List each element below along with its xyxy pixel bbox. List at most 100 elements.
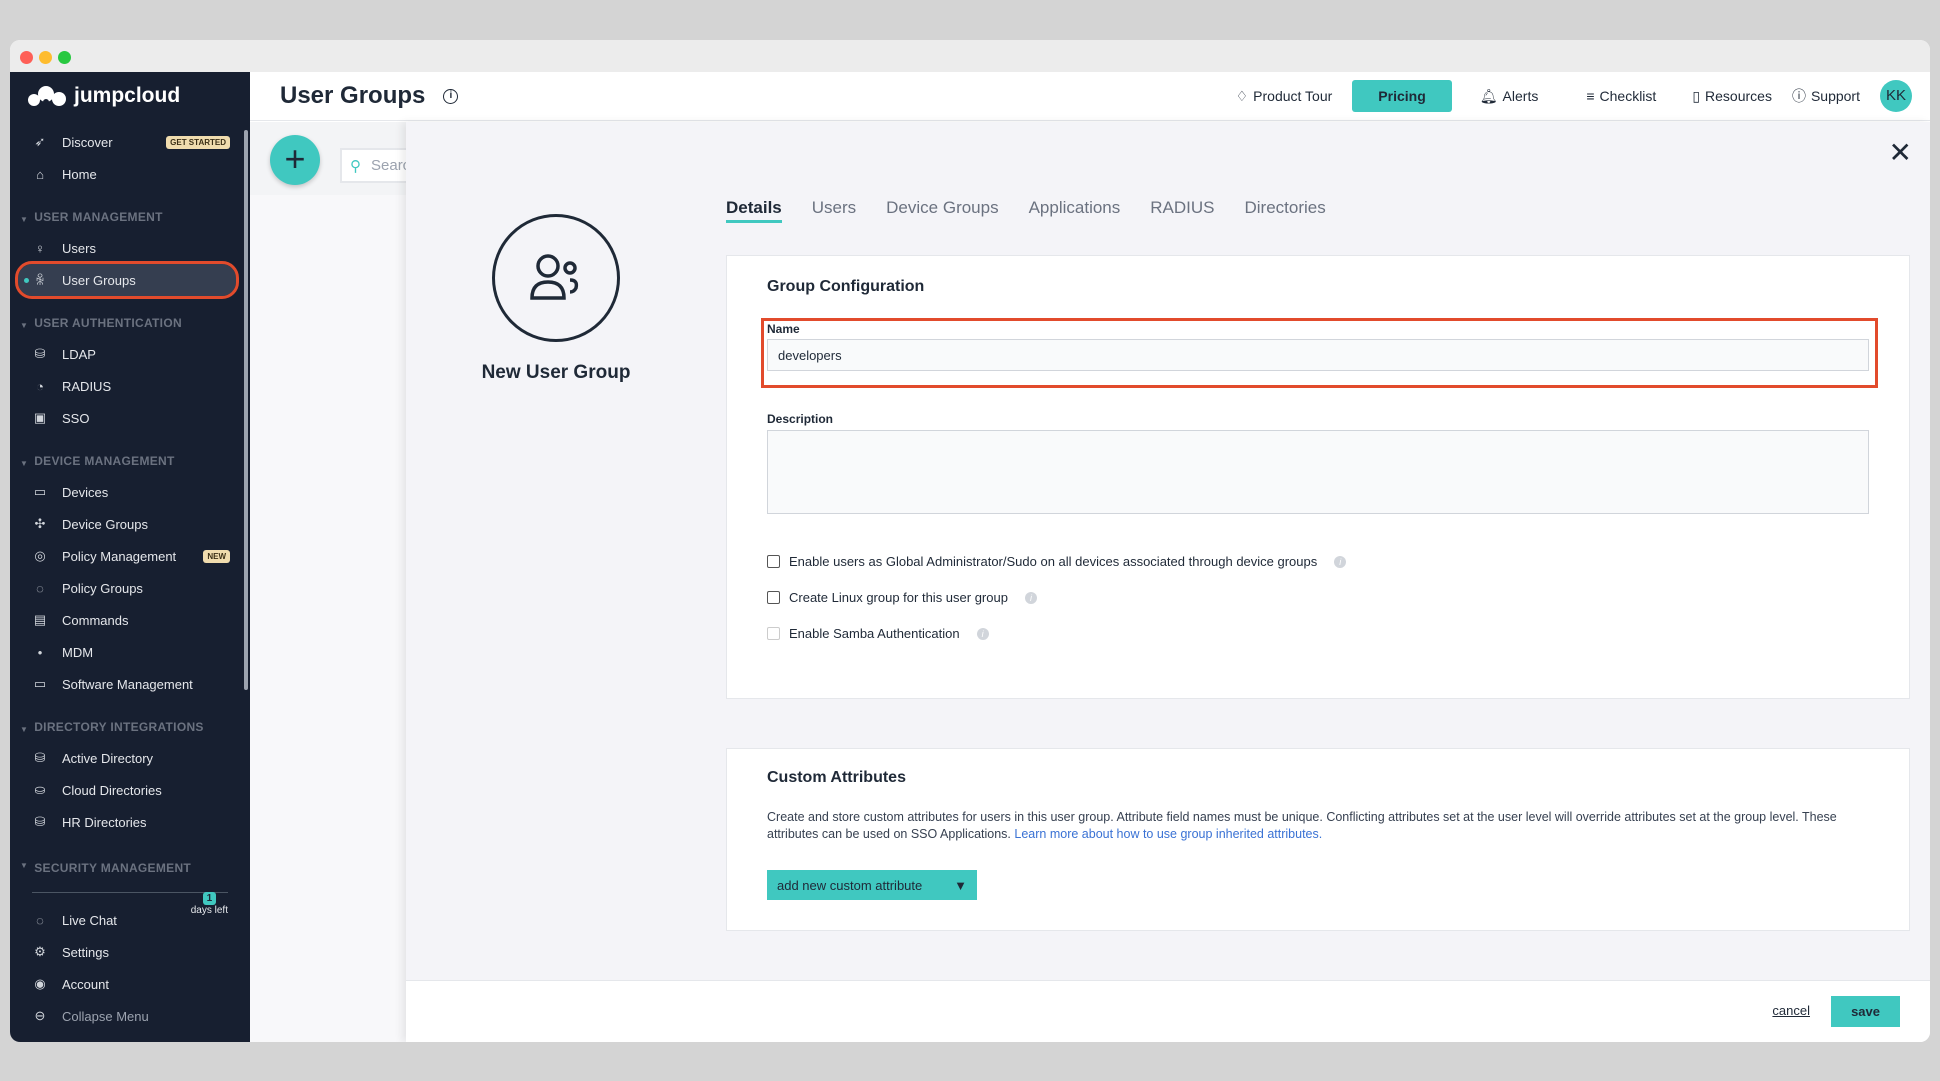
tab-users[interactable]: Users [811,198,857,217]
device-groups-icon: ✣ [34,516,46,531]
checkbox-option[interactable]: Enable users as Global Administrator/Sud… [767,554,1347,569]
sidebar-item-label: HR Directories [62,814,147,830]
sidebar-item-radius[interactable]: ◔ RADIUS [10,370,238,402]
sidebar-section-header[interactable]: ▼ DEVICE MANAGEMENT [10,434,238,476]
avatar[interactable]: KK [1880,80,1912,112]
cancel-button[interactable]: cancel [1772,1003,1810,1018]
sidebar-item-ldap[interactable]: ⛁ LDAP [10,338,238,370]
sidebar-item-device-groups[interactable]: ✣ Device Groups [10,508,238,540]
sidebar-item-home[interactable]: ⌂ Home [10,158,238,190]
learn-more-link[interactable]: Learn more about how to use group inheri… [1014,827,1323,841]
support-link[interactable]: ⓘ Support [1792,86,1860,106]
add-custom-attribute-button[interactable]: add new custom attribute ▼ [767,870,977,900]
user-group-icon [492,214,620,342]
sidebar-item-label: LDAP [62,346,96,362]
sidebar-item-policy-management[interactable]: ◎ Policy Management NEW [10,540,238,572]
sidebar-item-software-management[interactable]: ▭ Software Management [10,668,238,700]
save-button[interactable]: save [1831,996,1900,1027]
cloud-dir-icon: ⛀ [34,782,46,797]
sidebar-item-label: User Groups [62,272,136,288]
sidebar-item-label: Users [62,240,96,256]
new-group-drawer: ✕ New User Group Details Users Device Grou… [406,122,1930,1042]
custom-attributes-card: Custom Attributes Create and store custo… [726,748,1910,931]
sidebar-scrollbar[interactable] [244,130,248,690]
product-tour-link[interactable]: ♢ Product Tour [1236,88,1333,105]
resources-link[interactable]: ▯ Resources [1692,88,1772,105]
sidebar-item-mdm[interactable]: • MDM [10,636,238,668]
list-icon: ≡ [1586,88,1595,104]
checkbox-label: Enable Samba Authentication [789,626,960,641]
info-icon[interactable]: i [976,627,989,640]
pricing-button[interactable]: Pricing [1352,80,1452,112]
sidebar-nav: ➶ Discover GET STARTED ⌂ Home ▼ USER MANAGEMEN… [10,126,239,874]
checkbox-label: Enable users as Global Administrator/Sud… [789,554,1318,569]
add-attribute-label: add new custom attribute [777,878,923,893]
product-tour-label: Product Tour [1253,88,1333,104]
sidebar-section-header[interactable]: ▼ USER AUTHENTICATION [10,296,238,338]
checklist-link[interactable]: ≡ Checklist [1586,88,1656,104]
sidebar-section-header[interactable]: ▼ USER MANAGEMENT [10,190,238,232]
sidebar-item-label: Policy Groups [62,580,143,596]
add-group-button[interactable]: + [270,135,320,185]
devices-icon: ▭ [33,484,47,499]
chevron-down-icon: ▼ [20,861,29,870]
checkbox-option[interactable]: Create Linux group for this user group i [767,590,1037,605]
sidebar-item-sso[interactable]: ▣ SSO [10,402,238,434]
sidebar-item-policy-groups[interactable]: ◌ Policy Groups [10,572,238,604]
close-icon[interactable]: ✕ [1888,137,1912,168]
tab-directories[interactable]: Directories [1244,198,1326,217]
info-icon[interactable]: i [1334,555,1347,568]
chevron-down-icon: ▼ [20,215,29,224]
home-icon: ⌂ [36,166,44,182]
sidebar-section-header[interactable]: ▼ SECURITY MANAGEMENT [10,838,238,874]
tab-details[interactable]: Details [726,198,782,223]
minimize-window-button[interactable] [39,51,52,64]
sidebar-item-settings[interactable]: ⚙ Settings [10,936,250,968]
chevron-down-icon: ▼ [20,321,29,330]
sidebar-item-active-directory[interactable]: ⛁ Active Directory [10,742,238,774]
name-field-highlight [761,318,1878,388]
sidebar-item-user-groups[interactable]: ꆜ User Groups [15,261,239,299]
caret-down-icon: ▼ [954,878,967,893]
tab-radius[interactable]: RADIUS [1150,198,1215,217]
description-field[interactable] [767,430,1869,514]
app-window: jumpcloud ➶ Discover GET STARTED ⌂ Home ▼ USER… [10,40,1930,1042]
laptop-icon: ▭ [33,676,47,691]
logo[interactable]: jumpcloud [26,84,180,108]
apple-icon: • [37,644,43,660]
help-icon: ⓘ [1791,88,1806,104]
sidebar-item-label: Cloud Directories [62,782,162,798]
name-field[interactable]: developers [767,339,1869,371]
sidebar-item-devices[interactable]: ▭ Devices [10,476,238,508]
sidebar-item-account[interactable]: ◉ Account [10,968,250,1000]
sidebar-item-label: Devices [62,484,109,500]
checkbox[interactable] [767,555,780,568]
sidebar-item-cloud-directories[interactable]: ⛀ Cloud Directories [10,774,238,806]
tab-device-groups[interactable]: Device Groups [886,198,999,217]
close-window-button[interactable] [20,51,33,64]
chat-icon: ◌ [36,912,44,928]
checkbox[interactable] [767,591,780,604]
info-icon[interactable]: i [443,88,459,104]
sidebar-item-hr-directories[interactable]: ⛁ HR Directories [10,806,238,838]
checkbox-option[interactable]: Enable Samba Authentication i [767,626,989,641]
sidebar-item-label: Policy Management [62,548,177,564]
info-icon[interactable]: i [1024,591,1037,604]
alerts-link[interactable]: 🔔︎ Alerts [1480,88,1539,105]
sidebar-item-users[interactable]: ♀ Users [10,232,238,264]
tab-applications[interactable]: Applications [1028,198,1121,217]
sidebar-item-commands[interactable]: ▤ Commands [10,604,238,636]
sidebar-item-discover[interactable]: ➶ Discover GET STARTED [10,126,238,158]
gear-icon: ⚙ [34,944,46,959]
radius-icon: ◔ [36,378,44,394]
maximize-window-button[interactable] [58,51,71,64]
sidebar-item-label: Discover [62,134,113,150]
description-label: Description [767,412,834,426]
checkbox[interactable] [767,627,780,640]
section-title: Group Configuration [767,278,925,295]
sidebar-item-label: Software Management [62,676,193,692]
resources-label: Resources [1705,88,1772,104]
sidebar-item-collapse-menu[interactable]: ⊖ Collapse Menu [10,1000,250,1032]
sidebar-item-live-chat[interactable]: ◌ Live Chat 1 days left [10,892,250,936]
sidebar-section-header[interactable]: ▼ DIRECTORY INTEGRATIONS [10,700,238,742]
